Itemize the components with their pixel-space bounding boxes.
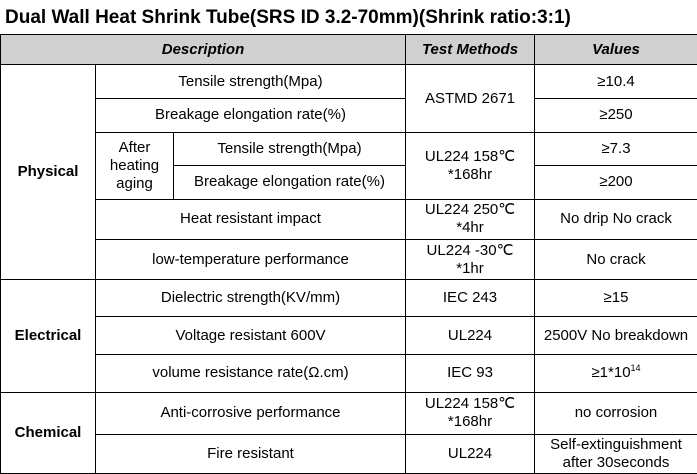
desc-breakage: Breakage elongation rate(%): [95, 98, 406, 133]
method-heat-line1: UL224 250℃: [424, 201, 516, 219]
table-row: volume resistance rate(Ω.cm) IEC 93 ≥1*1…: [1, 354, 697, 393]
desc-heat-impact: Heat resistant impact: [95, 198, 406, 241]
desc-aged-breakage: Breakage elongation rate(%): [173, 165, 406, 200]
desc-corrosive: Anti-corrosive performance: [95, 391, 406, 436]
value-corrosive: no corrosion: [534, 391, 697, 436]
method-volume: IEC 93: [405, 354, 535, 393]
header-values: Values: [534, 33, 697, 66]
desc-fire: Fire resistant: [95, 434, 406, 474]
category-physical: Physical: [0, 64, 96, 280]
table-row: low-temperature performance UL224 -30℃ *…: [1, 239, 697, 280]
method-dielectric: IEC 243: [405, 278, 535, 318]
desc-tensile: Tensile strength(Mpa): [95, 64, 406, 100]
method-low-temp-line2: *1hr: [456, 259, 484, 277]
value-aged-breakage: ≥200: [534, 165, 697, 200]
table-row: After heating aging Tensile strength(Mpa…: [1, 131, 697, 200]
method-heat-line2: *4hr: [456, 219, 484, 237]
method-low-temp-line1: UL224 -30℃: [426, 241, 514, 259]
method-heat: UL224 250℃ *4hr: [405, 198, 535, 241]
desc-after-heating-aging: After heating aging: [95, 131, 174, 200]
table-row: Voltage resistant 600V UL224 2500V No br…: [1, 316, 697, 356]
value-fire-line1: Self-extinguishment: [550, 436, 682, 454]
value-heat: No drip No crack: [534, 198, 697, 241]
table-row: Electrical Dielectric strength(KV/mm) IE…: [0, 278, 697, 393]
desc-aged-tensile: Tensile strength(Mpa): [173, 131, 406, 167]
header-row: Description Test Methods Values: [0, 33, 697, 66]
value-fire: Self-extinguishment after 30seconds: [534, 434, 697, 474]
method-corrosive-line1: UL224 158℃: [424, 395, 516, 413]
desc-dielectric: Dielectric strength(KV/mm): [95, 278, 406, 318]
table-row: Breakage elongation rate(%) ≥200: [1, 165, 697, 200]
table-row: Breakage elongation rate(%) ≥250: [1, 98, 697, 133]
table-row: Fire resistant UL224 Self-extinguishment…: [1, 434, 697, 474]
method-astm: ASTMD 2671: [405, 64, 535, 133]
value-volume: ≥1*1014: [534, 354, 697, 393]
page-title: Dual Wall Heat Shrink Tube(SRS ID 3.2-70…: [5, 7, 571, 28]
header-test-methods: Test Methods: [405, 33, 535, 66]
method-aging: UL224 158℃ *168hr: [405, 131, 535, 200]
spec-table: Description Test Methods Values Physical…: [0, 33, 697, 474]
category-chemical: Chemical: [0, 391, 96, 474]
method-voltage: UL224: [405, 316, 535, 356]
method-low-temp: UL224 -30℃ *1hr: [405, 239, 535, 280]
desc-voltage: Voltage resistant 600V: [95, 316, 406, 356]
method-fire: UL224: [405, 434, 535, 474]
desc-low-temp: low-temperature performance: [95, 239, 406, 280]
category-electrical: Electrical: [0, 278, 96, 393]
method-corrosive-line2: *168hr: [447, 413, 493, 431]
method-corrosive: UL224 158℃ *168hr: [405, 391, 535, 436]
header-description: Description: [0, 33, 406, 66]
value-breakage: ≥250: [534, 98, 697, 133]
desc-volume: volume resistance rate(Ω.cm): [95, 354, 406, 393]
table-row: Chemical Anti-corrosive performance UL22…: [0, 391, 697, 474]
value-tensile: ≥10.4: [534, 64, 697, 100]
value-volume-exponent: 14: [630, 363, 641, 374]
value-low-temp: No crack: [534, 239, 697, 280]
value-volume-base: ≥1*10: [591, 364, 631, 382]
value-aged-tensile: ≥7.3: [534, 131, 697, 167]
table-row: Physical Tensile strength(Mpa) ASTMD 267…: [0, 64, 697, 280]
method-aging-line1: UL224 158℃: [424, 147, 516, 165]
value-fire-line2: after 30seconds: [562, 454, 670, 472]
value-dielectric: ≥15: [534, 278, 697, 318]
method-aging-line2: *168hr: [447, 165, 493, 183]
value-voltage: 2500V No breakdown: [534, 316, 697, 356]
table-row: Heat resistant impact UL224 250℃ *4hr No…: [1, 198, 697, 241]
